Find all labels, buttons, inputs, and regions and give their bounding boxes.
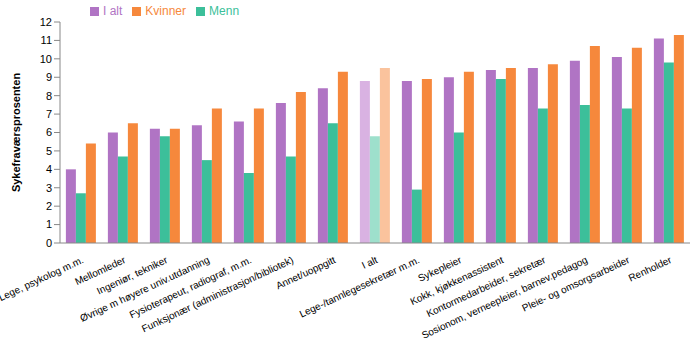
svg-text:I alt: I alt [360, 254, 379, 271]
html-text:I alt: I alt [103, 4, 123, 18]
svg-text:Sykepleier: Sykepleier [416, 254, 464, 284]
svg-text:Kokk, kjøkkenassistent: Kokk, kjøkkenassistent [408, 254, 506, 308]
svg-text:9: 9 [46, 71, 52, 83]
svg-text:Sykefraværsprosenten: Sykefraværsprosenten [10, 73, 22, 193]
svg-text:0: 0 [46, 237, 52, 249]
svg-text:7: 7 [46, 108, 52, 120]
svg-text:1: 1 [46, 218, 52, 230]
svg-text:Ingeniør, tekniker: Ingeniør, tekniker [95, 254, 170, 297]
html-text:Kvinner: Kvinner [145, 4, 186, 18]
svg-text:12: 12 [40, 16, 52, 28]
svg-text:Kontormedarbeider, sekretær: Kontormedarbeider, sekretær [424, 254, 548, 319]
svg-text:Annet/uoppgitt: Annet/uoppgitt [274, 254, 337, 291]
svg-text:5: 5 [46, 145, 52, 157]
svg-text:Pleie- og omsorgsarbeider: Pleie- og omsorgsarbeider [520, 254, 632, 314]
svg-text:3: 3 [46, 182, 52, 194]
svg-text:Lege-/tannlegesekretær m.m.: Lege-/tannlegesekretær m.m. [298, 254, 422, 319]
svg-text:Sosionom, verneepleier, barnev: Sosionom, verneepleier, barnev.pedagog [420, 254, 589, 341]
html-text:Menn: Menn [209, 4, 240, 18]
svg-text:Renholder: Renholder [627, 254, 674, 284]
svg-text:2: 2 [46, 200, 52, 212]
svg-text:Fysioterapeut, radiograf, m.m.: Fysioterapeut, radiograf, m.m. [127, 254, 254, 321]
svg-text:Funksjonær (administrasjon/bib: Funksjonær (administrasjon/bibliotek) [140, 254, 295, 334]
svg-text:Øvrige m høyere univ.utdanning: Øvrige m høyere univ.utdanning [78, 254, 212, 324]
svg-text:Mellomleder: Mellomleder [73, 254, 128, 288]
svg-text:4: 4 [46, 163, 52, 175]
svg-text:8: 8 [46, 90, 52, 102]
svg-text:11: 11 [41, 34, 52, 46]
svg-text:6: 6 [46, 126, 52, 138]
svg-text:10: 10 [40, 53, 52, 65]
